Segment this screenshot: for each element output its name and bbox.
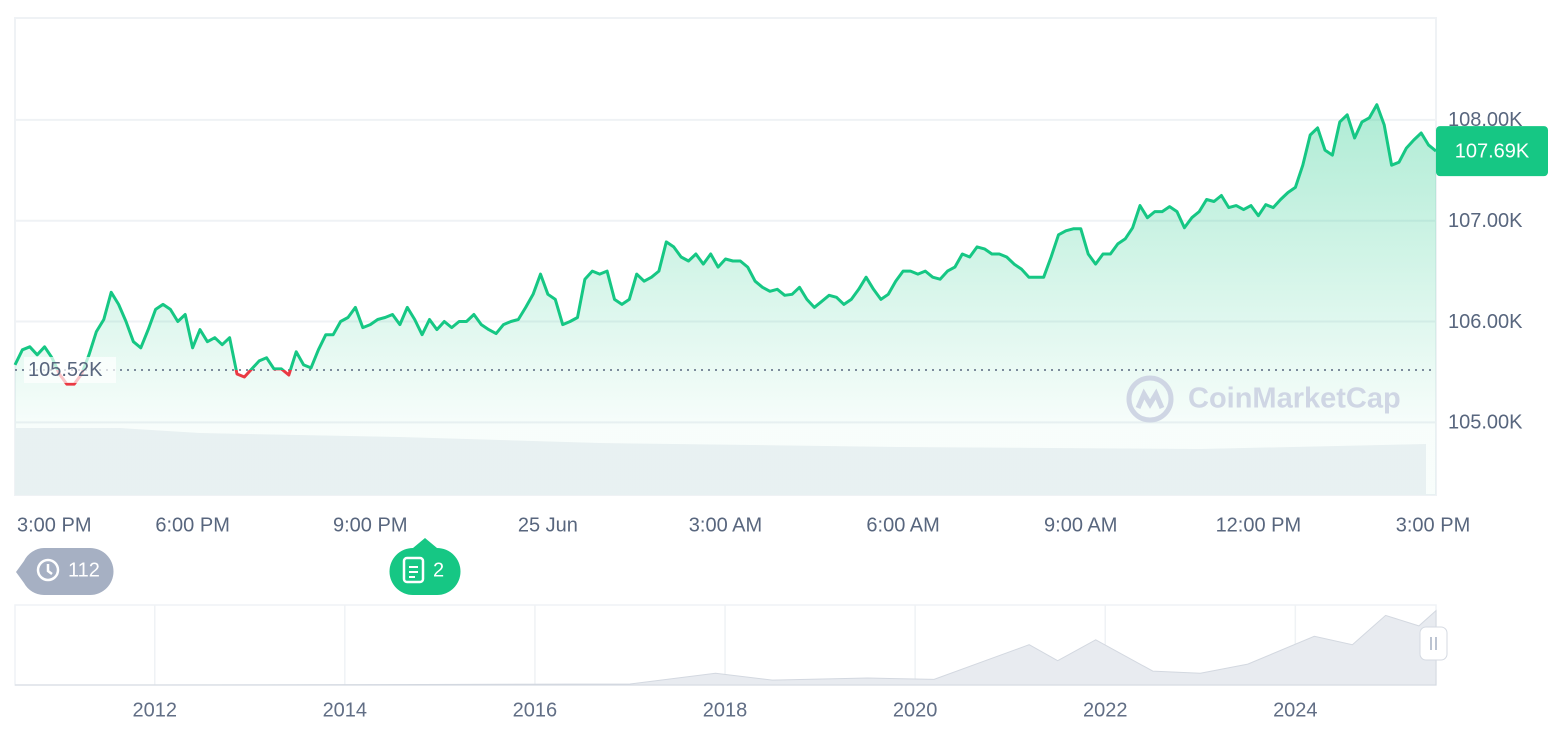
x-tick-label: 25 Jun bbox=[518, 514, 578, 536]
y-tick-label: 105.00K bbox=[1448, 412, 1523, 434]
nav-year-label: 2012 bbox=[132, 699, 177, 721]
nav-year-label: 2014 bbox=[323, 699, 368, 721]
navigator: 2012 2014 2016 2018 2020 2022 2024 bbox=[14, 605, 1437, 721]
main-chart: 108.00K 107.00K 106.00K 105.00K 3:00 PM 6:00 … bbox=[13, 103, 1548, 536]
x-tick-label: 3:00 PM bbox=[17, 514, 91, 536]
open-label: 105.52K bbox=[28, 359, 103, 381]
last-price-label: 107.69K bbox=[1455, 140, 1530, 162]
x-tick-label: 3:00 AM bbox=[689, 514, 762, 536]
nav-year-label: 2024 bbox=[1273, 699, 1318, 721]
y-tick-label: 108.00K bbox=[1448, 109, 1523, 131]
history-badge[interactable]: 112 bbox=[16, 548, 114, 595]
nav-year-label: 2022 bbox=[1083, 699, 1128, 721]
watermark: CoinMarketCap bbox=[1126, 375, 1401, 423]
news-count: 2 bbox=[433, 559, 444, 581]
x-tick-label: 9:00 PM bbox=[333, 514, 407, 536]
price-line bbox=[13, 103, 1437, 386]
x-tick-label: 9:00 AM bbox=[1044, 514, 1117, 536]
x-tick-label: 3:00 PM bbox=[1396, 514, 1470, 536]
open-label-bg bbox=[24, 356, 116, 383]
nav-area bbox=[14, 609, 1437, 686]
price-area bbox=[15, 104, 1436, 495]
x-tick-label: 12:00 PM bbox=[1216, 514, 1302, 536]
x-tick-label: 6:00 AM bbox=[866, 514, 939, 536]
nav-year-label: 2018 bbox=[703, 699, 748, 721]
last-price-badge bbox=[1436, 126, 1548, 177]
nav-year-label: 2016 bbox=[513, 699, 558, 721]
watermark-text: CoinMarketCap bbox=[1188, 383, 1401, 415]
y-tick-label: 106.00K bbox=[1448, 311, 1523, 333]
news-badge[interactable]: 2 bbox=[389, 538, 461, 595]
navigator-handle[interactable] bbox=[1419, 626, 1448, 661]
y-tick-label: 107.00K bbox=[1448, 210, 1523, 232]
x-tick-label: 6:00 PM bbox=[155, 514, 229, 536]
history-count: 112 bbox=[68, 559, 100, 581]
nav-year-label: 2020 bbox=[893, 699, 938, 721]
